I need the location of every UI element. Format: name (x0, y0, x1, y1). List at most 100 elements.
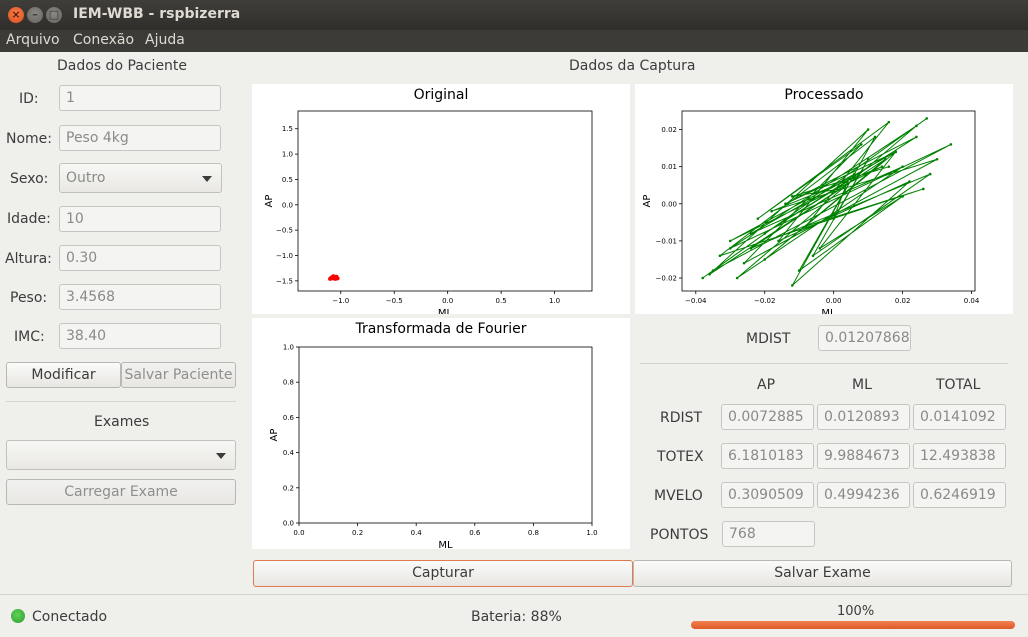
x-tick-label: −1.0 (332, 297, 349, 305)
y-tick-label: 0.02 (661, 126, 677, 134)
data-point (887, 120, 891, 124)
data-point (749, 232, 753, 235)
data-point (866, 128, 870, 131)
exams-select[interactable] (6, 440, 236, 470)
data-point (908, 180, 911, 183)
age-label: Idade: (7, 211, 51, 227)
mdist-label: MDIST (746, 331, 791, 347)
x-tick-label: −0.02 (754, 297, 775, 305)
data-point (777, 239, 780, 243)
mvelo-ml-field[interactable]: 0.4994236 (817, 482, 910, 508)
x-axis-label: ML (438, 308, 453, 314)
y-tick-label: −1.5 (276, 277, 293, 285)
modify-patient-button[interactable]: Modificar (6, 362, 121, 388)
data-point (866, 157, 870, 161)
load-exam-button[interactable]: Carregar Exame (6, 479, 236, 505)
patient-section-title: Dados do Paciente (57, 58, 188, 74)
age-field[interactable]: 10 (59, 206, 221, 232)
data-point (925, 117, 929, 120)
menu-ajuda[interactable]: Ajuda (145, 32, 185, 48)
progress-bar-fill (691, 621, 1015, 629)
data-point (735, 276, 739, 280)
data-point (832, 217, 835, 220)
bmi-field[interactable]: 38.40 (59, 323, 221, 349)
col-ap-header: AP (757, 377, 776, 393)
y-tick-label: 0.8 (283, 379, 294, 387)
rdist-ml-field[interactable]: 0.0120893 (817, 404, 910, 430)
rdist-ap-field[interactable]: 0.0072885 (721, 404, 814, 430)
data-point (742, 261, 746, 265)
menu-arquivo[interactable]: Arquivo (6, 32, 60, 48)
rdist-total-field[interactable]: 0.0141092 (913, 404, 1006, 430)
original-chart-svg: −1.0 −0.5 0.0 0.5 1.0 1.5 1.0 0.5 0.0 −0.5 −1.0 −1.… (264, 110, 593, 314)
data-point (846, 180, 849, 183)
x-tick-label: 0.02 (895, 297, 911, 305)
sex-label: Sexo: (10, 171, 49, 187)
data-point (839, 187, 842, 191)
x-tick-label: 0.0 (293, 529, 304, 537)
x-tick-label: 0.5 (496, 297, 507, 305)
bmi-label: IMC: (14, 329, 45, 345)
minimize-icon[interactable]: – (27, 7, 43, 23)
height-label: Altura: (5, 251, 52, 267)
x-tick-label: 1.0 (586, 529, 597, 537)
col-total-header: TOTAL (936, 377, 981, 393)
totex-ap-field[interactable]: 6.1810183 (721, 443, 814, 469)
data-point (763, 258, 767, 261)
data-point (949, 143, 953, 146)
col-ml-header: ML (852, 377, 872, 393)
data-point (915, 124, 918, 128)
data-point (756, 217, 760, 220)
plot-frame (297, 110, 593, 292)
id-field[interactable]: 1 (59, 85, 221, 111)
height-field[interactable]: 0.30 (59, 245, 221, 271)
close-icon[interactable]: × (8, 7, 24, 23)
progress-bar (691, 621, 1015, 629)
plot-frame (681, 110, 976, 292)
y-tick-label: 0.5 (282, 176, 293, 184)
title-bar: × – □ IEM-WBB - rspbizerra (0, 0, 1028, 30)
processed-plot: Processado −0.04 −0.02 0.00 0.02 0.04 0.02 0.0… (635, 84, 1013, 314)
rdist-label: RDIST (660, 410, 703, 426)
x-tick-label: −0.04 (685, 297, 707, 305)
mvelo-total-field[interactable]: 0.6246919 (913, 482, 1006, 508)
save-patient-button[interactable]: Salvar Paciente (121, 362, 236, 388)
separator (640, 363, 1008, 364)
capture-button[interactable]: Capturar (253, 560, 633, 587)
data-point (711, 269, 715, 272)
x-axis-label: ML (438, 540, 453, 549)
y-tick-label: −0.02 (656, 275, 677, 283)
data-point (884, 157, 887, 161)
mdist-field[interactable]: 0.01207868 (818, 325, 911, 351)
y-tick-label: −0.5 (276, 227, 293, 235)
data-point (928, 172, 932, 176)
data-point (935, 157, 939, 161)
name-label: Nome: (6, 131, 53, 147)
x-tick-label: 0.0 (442, 297, 453, 305)
data-point (791, 195, 794, 198)
y-tick-label: 0.01 (661, 163, 677, 171)
weight-label: Peso: (10, 290, 48, 306)
data-point (901, 195, 904, 198)
totex-ml-field[interactable]: 9.9884673 (817, 443, 910, 469)
mvelo-ap-field[interactable]: 0.3090509 (721, 482, 814, 508)
points-field[interactable]: 768 (722, 521, 815, 547)
save-exam-button[interactable]: Salvar Exame (633, 560, 1012, 587)
points-label: PONTOS (650, 527, 709, 543)
y-tick-label: 0.0 (283, 520, 294, 528)
maximize-icon[interactable]: □ (46, 7, 62, 23)
data-point (818, 247, 822, 250)
capture-section-title: Dados da Captura (569, 58, 696, 74)
x-tick-label: 0.6 (469, 529, 481, 537)
fourier-plot: Transformada de Fourier 0.0 0.2 0.4 0.6 0.8 1… (252, 318, 630, 549)
totex-total-field[interactable]: 12.493838 (913, 443, 1006, 469)
weight-field[interactable]: 3.4568 (59, 284, 221, 310)
name-field[interactable]: Peso 4kg (59, 125, 221, 151)
x-tick-label: −0.5 (386, 297, 403, 305)
plot-frame (298, 346, 593, 524)
menu-conexao[interactable]: Conexão (73, 32, 135, 48)
y-tick-label: −0.01 (656, 237, 677, 245)
y-tick-label: 1.0 (282, 151, 293, 159)
data-point (334, 274, 339, 279)
sex-select[interactable]: Outro (59, 163, 222, 193)
